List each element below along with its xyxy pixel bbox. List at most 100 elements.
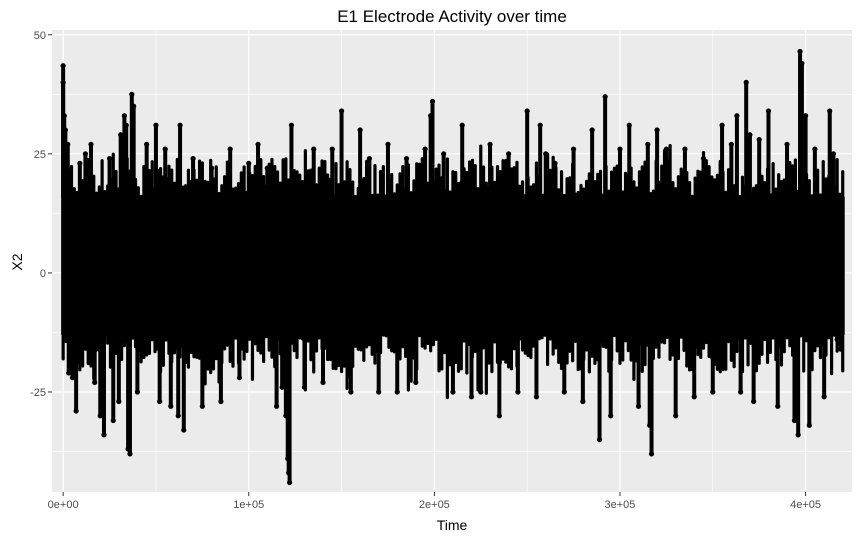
data-point: [747, 132, 753, 138]
data-point: [524, 108, 530, 114]
data-point: [608, 413, 614, 419]
data-point: [756, 136, 762, 143]
data-point: [795, 432, 801, 438]
x-axis-title: Time: [437, 517, 468, 533]
data-point: [273, 403, 280, 409]
data-point: [286, 479, 293, 486]
data-point: [506, 151, 512, 157]
data-point: [385, 141, 391, 147]
data-point: [839, 222, 845, 228]
data-point: [348, 389, 354, 395]
chart-title: E1 Electrode Activity over time: [337, 7, 567, 26]
data-point: [821, 394, 827, 400]
data-point: [468, 394, 475, 400]
x-tick-label: 1e+05: [233, 499, 264, 511]
data-point: [791, 417, 798, 424]
data-point: [131, 103, 137, 109]
data-point: [812, 146, 818, 152]
data-point: [450, 389, 456, 395]
data-point: [227, 146, 233, 152]
data-point: [537, 122, 543, 128]
data-point: [60, 79, 66, 85]
data-point: [806, 422, 812, 428]
data-point: [394, 389, 400, 395]
data-point: [246, 160, 252, 166]
data-point: [264, 165, 270, 171]
data-point: [515, 389, 521, 395]
data-point: [802, 113, 809, 119]
data-point: [175, 413, 181, 419]
data-point: [320, 379, 326, 386]
data-point: [403, 155, 410, 162]
data-point: [589, 127, 595, 133]
data-point: [101, 432, 107, 438]
data-point: [459, 122, 465, 128]
data-point: [153, 122, 159, 128]
data-point: [441, 151, 447, 157]
data-point: [413, 379, 419, 386]
data-point: [673, 413, 679, 419]
data-point: [301, 384, 308, 390]
data-point: [60, 63, 66, 69]
data-point: [127, 451, 133, 457]
data-point: [162, 146, 168, 152]
data-point: [209, 165, 215, 171]
data-point: [543, 151, 549, 157]
x-axis-ticks: 0e+00 1e+05 2e+05 3e+05 4e+05: [48, 492, 821, 511]
data-point: [533, 394, 540, 400]
data-point: [838, 346, 844, 352]
data-point: [199, 403, 205, 409]
data-point: [830, 151, 837, 157]
data-point: [834, 336, 840, 343]
data-point: [645, 141, 651, 147]
data-point: [552, 160, 558, 166]
data-point: [66, 370, 72, 376]
data-point: [82, 151, 89, 157]
data-point: [496, 413, 502, 419]
data-point: [236, 375, 243, 381]
data-point: [69, 375, 76, 381]
data-point: [775, 403, 781, 409]
data-point: [784, 141, 790, 147]
data-point: [691, 394, 697, 400]
data-point: [596, 437, 603, 443]
data-point: [338, 108, 345, 114]
data-point: [700, 155, 707, 162]
data-point: [329, 146, 335, 152]
data-point: [738, 389, 744, 395]
data-point: [190, 155, 196, 162]
x-tick-label: 0e+00: [48, 499, 79, 511]
data-point: [61, 113, 67, 119]
x-tick-label: 4e+05: [790, 499, 821, 511]
data-point: [92, 379, 98, 386]
data-point: [97, 413, 103, 419]
data-point: [648, 451, 655, 457]
y-tick-label: 25: [34, 149, 46, 161]
y-axis-ticks: -25 0 25 50: [30, 30, 52, 399]
data-point: [478, 389, 484, 395]
data-point: [121, 113, 127, 119]
data-point: [73, 408, 79, 414]
data-point: [626, 122, 632, 128]
x-tick-label: 2e+05: [419, 499, 450, 511]
data-point: [728, 141, 734, 147]
data-point: [168, 403, 174, 409]
data-point: [181, 427, 187, 433]
data-point: [765, 108, 772, 114]
data-point: [580, 398, 586, 405]
data-point: [255, 141, 261, 147]
data-point: [682, 146, 688, 152]
data-point: [157, 398, 163, 405]
y-tick-label: 0: [40, 268, 46, 280]
data-point: [654, 127, 660, 133]
data-point: [366, 155, 373, 162]
data-point: [134, 389, 140, 395]
y-axis-title: X2: [9, 253, 25, 270]
y-tick-label: -25: [30, 387, 46, 399]
data-point: [110, 417, 116, 424]
data-point: [144, 141, 150, 147]
data-point: [218, 398, 224, 405]
data-point: [429, 98, 436, 105]
data-point: [751, 398, 757, 405]
data-point: [116, 398, 122, 405]
